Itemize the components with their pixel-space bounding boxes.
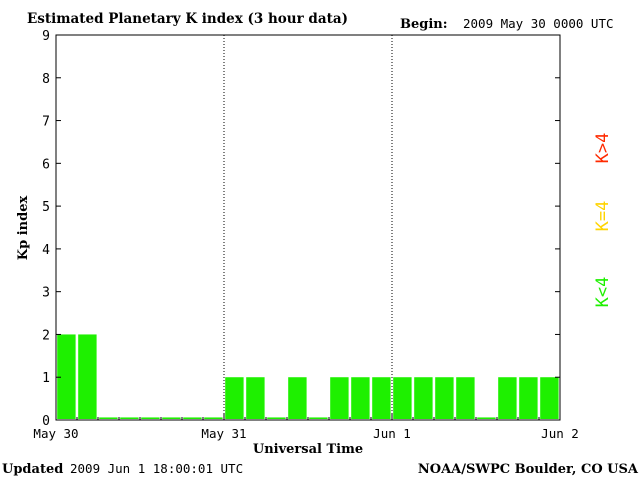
legend-k-greater-4: K>4 — [593, 133, 613, 164]
kp-bar — [414, 377, 433, 419]
chart-title: Estimated Planetary K index (3 hour data… — [27, 11, 348, 27]
kp-bar — [57, 334, 76, 419]
kp-bar — [225, 377, 244, 419]
kp-bar — [435, 377, 454, 419]
y-tick-label: 1 — [42, 371, 50, 386]
kp-bar — [519, 377, 538, 419]
x-tick-label: Jun 2 — [541, 426, 579, 441]
kp-bar — [330, 377, 349, 419]
x-tick-label: Jun 1 — [373, 426, 411, 441]
kp-bar — [78, 334, 97, 419]
kp-bar — [393, 377, 412, 419]
begin-value: 2009 May 30 0000 UTC — [463, 16, 614, 31]
y-tick-label: 8 — [42, 72, 50, 87]
kp-bar — [351, 377, 370, 419]
y-tick-label: 5 — [42, 200, 50, 215]
kp-bar — [540, 377, 559, 419]
y-tick-label: 3 — [42, 286, 50, 301]
y-tick-label: 6 — [42, 157, 50, 172]
legend-k-equal-4: K=4 — [593, 201, 613, 232]
y-tick-label: 2 — [42, 328, 50, 343]
begin-label: Begin: — [400, 17, 448, 32]
kp-bar — [309, 417, 328, 419]
kp-bar — [246, 377, 265, 419]
kp-bar — [372, 377, 391, 419]
updated-label: Updated — [2, 462, 63, 477]
source-credit: NOAA/SWPC Boulder, CO USA — [418, 462, 639, 477]
kp-bar — [162, 417, 181, 419]
kp-bar — [267, 417, 286, 419]
y-tick-label: 0 — [42, 414, 50, 429]
kp-bar — [204, 417, 223, 419]
y-axis-label: Kp index — [16, 196, 31, 261]
updated-value: 2009 Jun 1 18:00:01 UTC — [70, 461, 243, 476]
kp-bar — [183, 417, 202, 419]
kp-bar — [477, 417, 496, 419]
kp-bar — [456, 377, 475, 419]
x-tick-label: May 31 — [201, 426, 246, 441]
x-tick-label: May 30 — [33, 426, 78, 441]
y-tick-label: 7 — [42, 115, 50, 130]
y-tick-label: 4 — [42, 243, 50, 258]
x-axis-label: Universal Time — [253, 442, 363, 457]
kp-bar — [288, 377, 307, 419]
legend-k-less-4: K<4 — [593, 277, 613, 308]
kp-bar — [498, 377, 517, 419]
y-tick-label: 9 — [42, 29, 50, 44]
kp-bar — [141, 417, 160, 419]
kp-bar — [99, 417, 118, 419]
kp-bar — [120, 417, 139, 419]
plot-frame — [55, 34, 561, 421]
